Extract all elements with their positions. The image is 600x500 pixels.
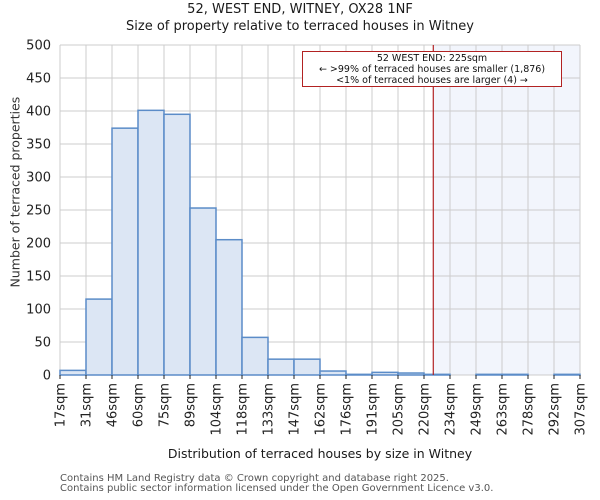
histogram-bar bbox=[241, 336, 269, 376]
histogram-bar bbox=[397, 372, 425, 376]
property-annotation: 52 WEST END: 225sqm ← >99% of terraced h… bbox=[302, 51, 562, 87]
y-tick-label: 200 bbox=[26, 237, 51, 252]
chart-title: 52, WEST END, WITNEY, OX28 1NF bbox=[187, 2, 413, 17]
y-tick-label: 150 bbox=[26, 270, 51, 285]
y-tick-label: 50 bbox=[34, 336, 51, 351]
x-tick-label: 147sqm bbox=[288, 383, 303, 436]
histogram-bar bbox=[189, 207, 217, 376]
histogram-bar bbox=[501, 373, 529, 376]
histogram-bar bbox=[345, 373, 373, 376]
histogram-bar bbox=[371, 371, 399, 376]
y-tick-label: 450 bbox=[26, 72, 51, 87]
y-tick-label: 250 bbox=[26, 204, 51, 219]
x-tick-label: 17sqm bbox=[54, 383, 69, 427]
x-tick-label: 162sqm bbox=[314, 383, 329, 436]
x-axis-label: Distribution of terraced houses by size … bbox=[167, 446, 473, 461]
y-tick-label: 300 bbox=[26, 171, 51, 186]
y-tick-label: 500 bbox=[26, 39, 51, 54]
histogram-bar bbox=[111, 127, 139, 376]
histogram-bar bbox=[163, 113, 191, 376]
x-tick-label: 191sqm bbox=[366, 383, 381, 436]
y-axis-label: Number of terraced properties bbox=[7, 96, 23, 288]
histogram-bar bbox=[59, 369, 87, 376]
y-tick-label: 100 bbox=[26, 303, 51, 318]
y-tick-label: 350 bbox=[26, 138, 51, 153]
histogram-bar bbox=[137, 109, 165, 376]
footer-line-2: Contains public sector information licen… bbox=[60, 483, 494, 494]
x-tick-label: 176sqm bbox=[340, 383, 355, 436]
histogram-bar bbox=[293, 358, 321, 376]
histogram-bar bbox=[85, 298, 113, 376]
histogram-bar bbox=[319, 370, 347, 376]
histogram-bar bbox=[423, 373, 451, 376]
x-tick-label: 60sqm bbox=[132, 383, 147, 427]
x-tick-label: 278sqm bbox=[522, 383, 537, 436]
x-tick-label: 205sqm bbox=[392, 383, 407, 436]
chart-subtitle: Size of property relative to terraced ho… bbox=[126, 19, 474, 34]
x-tick-label: 249sqm bbox=[470, 383, 485, 436]
annotation-line-1: 52 WEST END: 225sqm bbox=[376, 53, 488, 64]
x-tick-label: 75sqm bbox=[158, 383, 173, 427]
histogram-bar bbox=[267, 358, 295, 376]
histogram-bar bbox=[475, 373, 503, 376]
x-tick-label: 31sqm bbox=[80, 383, 95, 427]
x-tick-label: 118sqm bbox=[236, 383, 251, 436]
y-tick-label: 400 bbox=[26, 105, 51, 120]
x-tick-label: 292sqm bbox=[548, 383, 563, 436]
y-tick-label: 0 bbox=[43, 369, 51, 384]
histogram-bar bbox=[553, 373, 581, 376]
annotation-line-2: ← >99% of terraced houses are smaller (1… bbox=[318, 64, 546, 75]
x-tick-label: 104sqm bbox=[210, 383, 225, 436]
x-tick-label: 46sqm bbox=[106, 383, 121, 427]
annotation-line-3: <1% of terraced houses are larger (4) → bbox=[336, 75, 528, 86]
x-tick-label: 307sqm bbox=[574, 383, 589, 436]
footer-attribution: Contains HM Land Registry data © Crown c… bbox=[60, 474, 493, 494]
x-tick-label: 89sqm bbox=[184, 383, 199, 427]
x-tick-label: 263sqm bbox=[496, 383, 511, 436]
histogram-bar bbox=[215, 238, 243, 376]
footer-line-1: Contains HM Land Registry data © Crown c… bbox=[60, 473, 449, 484]
x-tick-label: 133sqm bbox=[262, 383, 277, 436]
x-tick-label: 220sqm bbox=[418, 383, 433, 436]
x-tick-label: 234sqm bbox=[444, 383, 459, 436]
